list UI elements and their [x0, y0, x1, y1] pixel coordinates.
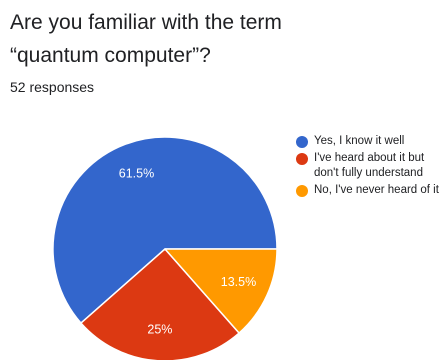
legend-label: No, I've never heard of it: [314, 184, 439, 196]
slice-label-2: 25%: [147, 322, 172, 336]
pie-slice-3: [164, 248, 278, 334]
legend-swatch: [296, 153, 308, 165]
legend-item-2: I've heard about it but don't fully unde…: [296, 151, 442, 181]
legend-swatch: [296, 185, 308, 197]
chart-legend: Yes, I know it well I've heard about it b…: [296, 134, 442, 200]
legend-item-1: Yes, I know it well: [296, 134, 442, 149]
pie-slice-2: [80, 248, 240, 360]
question-title: Are you familiar with the term “quantum …: [10, 11, 282, 67]
slice-label-1: 61.5%: [119, 167, 154, 181]
response-count: 52 responses: [10, 79, 95, 95]
legend-label: Yes, I know it well: [314, 135, 405, 147]
pie-slice-1: [52, 136, 278, 324]
legend-item-3: No, I've never heard of it: [296, 183, 442, 198]
legend-label: I've heard about it but don't fully unde…: [314, 152, 425, 179]
slice-label-3: 13.5%: [221, 275, 256, 289]
legend-swatch: [296, 136, 308, 148]
